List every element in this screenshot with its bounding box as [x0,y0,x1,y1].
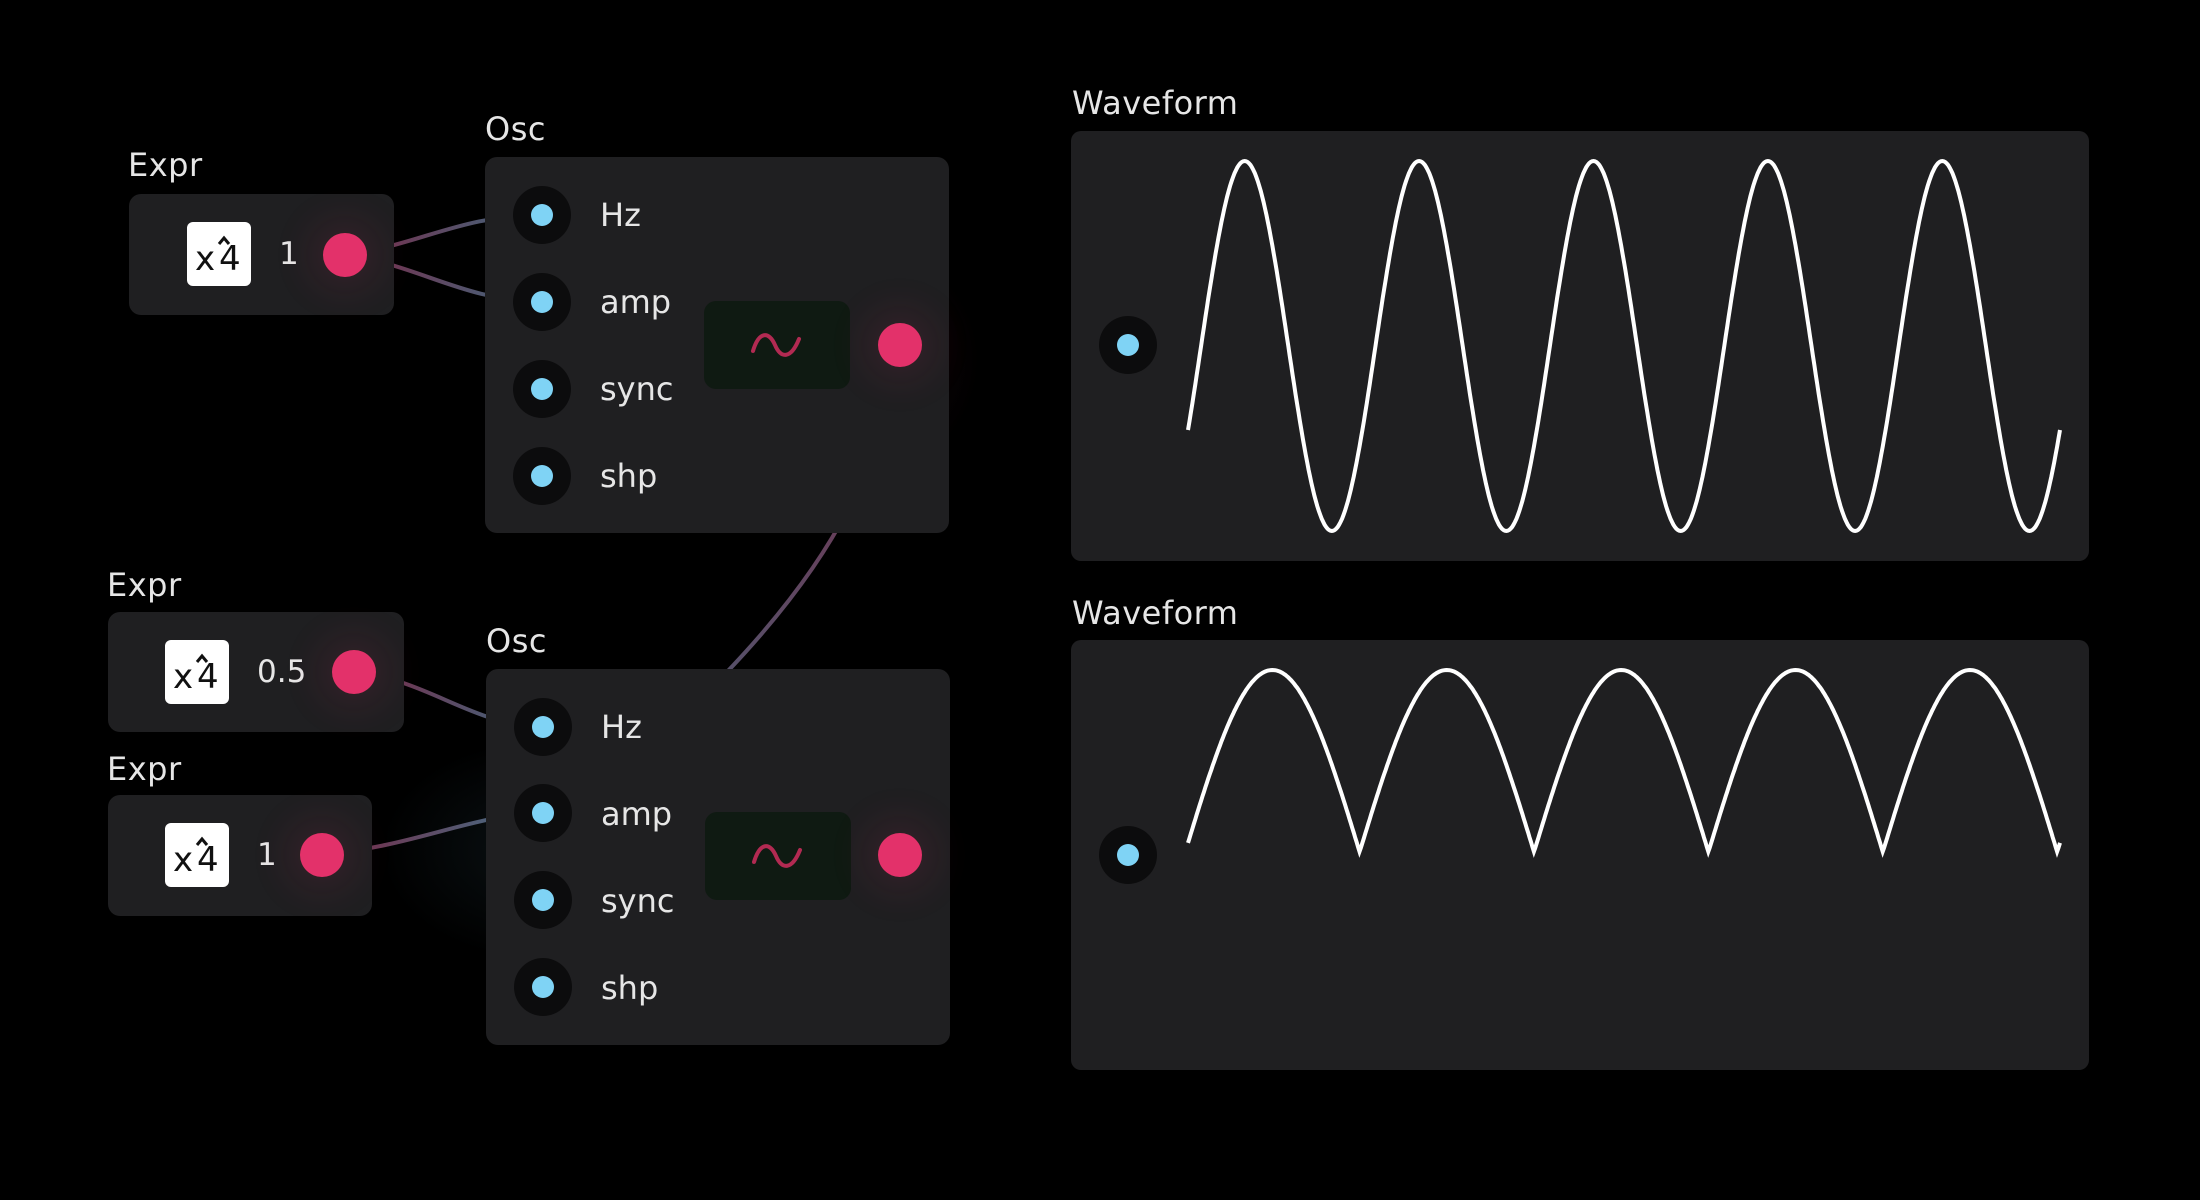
waveform-node-title: Waveform [1072,84,1239,122]
expr-output-port[interactable] [323,233,367,277]
expr-node-title: Expr [107,750,182,788]
waveform-display[interactable] [1071,640,2089,1070]
waveform-display[interactable] [1071,131,2089,561]
osc-output-port[interactable] [878,833,922,877]
waveform-trace [1186,667,2062,858]
osc-sync-input-port[interactable] [513,360,571,418]
svg-text:4: 4 [219,239,241,278]
expr-output-port[interactable] [300,833,344,877]
svg-text:4: 4 [197,840,219,879]
sine-wave-icon [752,844,802,868]
waveform-input-port[interactable] [1099,316,1157,374]
expr-output-port[interactable] [332,650,376,694]
waveform-node-title: Waveform [1072,594,1239,632]
osc-hz-input-port[interactable] [514,698,572,756]
osc-input-label: sync [601,882,675,920]
osc-input-label: amp [600,283,672,321]
expr-value[interactable]: 0.5 [257,654,307,690]
waveform-line [1186,667,2062,858]
svg-text:x: x [173,657,193,696]
expr-node-title: Expr [107,566,182,604]
svg-text:x: x [173,840,193,879]
sine-wave-button[interactable] [704,301,850,389]
expr-value[interactable]: 1 [257,837,277,873]
osc-amp-input-port[interactable] [514,784,572,842]
osc-sync-input-port[interactable] [514,871,572,929]
osc-input-label: Hz [600,196,641,234]
osc-shp-input-port[interactable] [514,958,572,1016]
waveform-input-port[interactable] [1099,826,1157,884]
osc-input-label: amp [601,795,673,833]
svg-text:4: 4 [197,657,219,696]
expr-node-title: Expr [128,146,203,184]
sine-wave-button[interactable] [705,812,851,900]
osc-input-label: sync [600,370,674,408]
osc-shp-input-port[interactable] [513,447,571,505]
osc-hz-input-port[interactable] [513,186,571,244]
osc-node-title: Osc [486,622,547,660]
osc-node-title: Osc [485,110,546,148]
waveform-line [1186,158,2062,534]
osc-input-label: shp [600,457,658,495]
osc-amp-input-port[interactable] [513,273,571,331]
waveform-trace [1186,158,2062,534]
osc-input-label: Hz [601,708,642,746]
expr-value[interactable]: 1 [279,236,299,272]
osc-output-port[interactable] [878,323,922,367]
svg-text:x: x [195,239,215,278]
osc-input-label: shp [601,969,659,1007]
sine-wave-icon [751,333,801,357]
